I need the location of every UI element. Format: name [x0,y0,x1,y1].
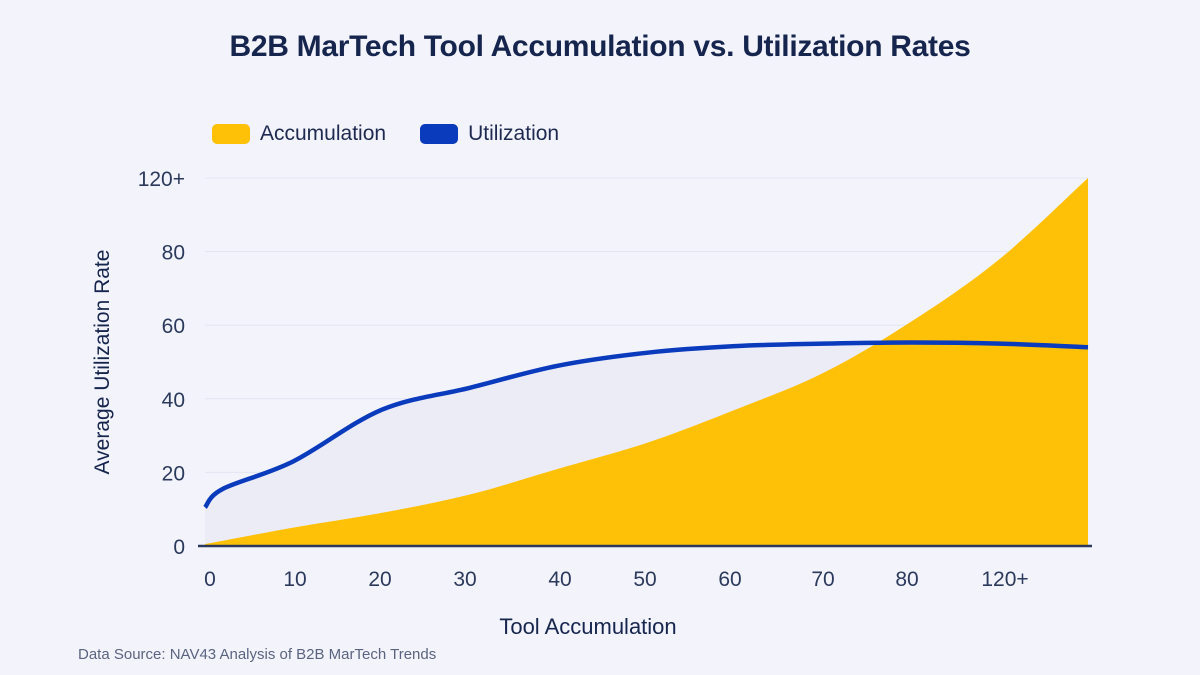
y-tick-label: 40 [162,389,185,412]
x-axis-label: Tool Accumulation [499,614,676,639]
y-tick-label: 80 [162,242,185,265]
legend-item-accumulation[interactable]: Accumulation [212,122,386,146]
x-tick-label: 80 [895,568,918,591]
accumulation-area [205,178,1088,546]
legend-item-utilization[interactable]: Utilization [420,122,559,146]
legend-label-utilization: Utilization [468,122,560,145]
y-tick-label: 60 [162,315,185,338]
x-tick-label: 20 [368,568,391,591]
chart-title: B2B MarTech Tool Accumulation vs. Utiliz… [229,30,971,63]
data-source-note: Data Source: NAV43 Analysis of B2B MarTe… [78,646,437,663]
legend: Accumulation Utilization [212,122,593,146]
x-tick-label: 0 [204,568,216,591]
x-tick-label: 120+ [981,568,1028,591]
x-tick-label: 10 [283,568,306,591]
legend-label-accumulation: Accumulation [260,122,387,145]
x-tick-label: 30 [453,568,476,591]
x-tick-label: 40 [548,568,571,591]
y-axis-label: Average Utilization Rate [91,250,114,475]
utilization-line [203,340,1089,509]
x-tick-labels: 0 10 20 30 40 50 60 70 80 120+ [204,568,1029,591]
y-tick-label: 20 [162,462,185,485]
x-tick-label: 70 [811,568,834,591]
x-tick-label: 50 [633,568,656,591]
legend-swatch-accumulation [212,124,250,144]
y-tick-label: 0 [173,536,185,559]
y-tick-label: 120+ [138,168,185,191]
legend-swatch-utilization [420,124,459,144]
y-tick-labels: 0 20 40 60 80 120+ [138,168,185,559]
x-tick-label: 60 [718,568,741,591]
